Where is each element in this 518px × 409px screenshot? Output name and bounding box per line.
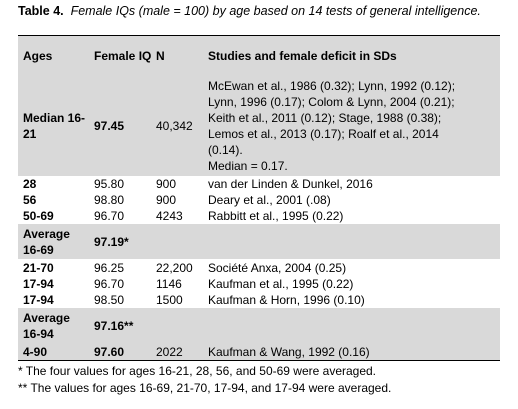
table-row: 56 98.80 900 Deary et al., 2001 (.08) [18, 192, 500, 208]
ages-cell: Average 16-94 [23, 310, 70, 341]
iq-cell: 97.16** [94, 318, 134, 333]
studies-cell: Kaufman et al., 1995 (0.22) [208, 276, 498, 292]
studies-line: Keith et al., 2011 (0.12); Stage, 1988 (… [208, 111, 442, 125]
iq-cell: 97.60 [94, 344, 125, 359]
studies-cell: Rabbitt et al., 1995 (0.22) [208, 208, 498, 224]
studies-line: Lemos et al., 2013 (0.17); Roalf et al.,… [208, 127, 439, 141]
studies-line: Median = 0.17. [208, 159, 288, 173]
ages-cell: 17-94 [23, 293, 54, 307]
ages-cell: 28 [23, 177, 37, 191]
n-cell: 1500 [156, 293, 183, 307]
table-row: Average 16-94 97.16** [18, 308, 500, 343]
studies-line: Kaufman & Horn, 1996 (0.10) [208, 293, 365, 307]
n-cell: 2022 [156, 344, 183, 359]
iq-cell: 98.50 [94, 293, 125, 307]
header-cell: Studies and female deficit in SDs [208, 49, 397, 63]
studies-cell: Kaufman & Horn, 1996 (0.10) [208, 292, 498, 308]
studies-line: Deary et al., 2001 (.08) [208, 193, 331, 207]
studies-line: Rabbitt et al., 1995 (0.22) [208, 209, 344, 223]
table-row: 17-94 96.70 1146 Kaufman et al., 1995 (0.22… [18, 276, 500, 292]
iq-cell: 97.19* [94, 234, 129, 249]
studies-cell: van der Linden & Dunkel, 2016 [208, 176, 498, 192]
studies-line: van der Linden & Dunkel, 2016 [208, 177, 373, 191]
iq-cell: 98.80 [94, 193, 125, 207]
ages-cell: 4-90 [23, 344, 48, 359]
iq-cell: 96.25 [94, 260, 125, 275]
caption-label: Table 4. [18, 4, 64, 18]
caption-text: Female IQs (male = 100) by age based on … [70, 4, 481, 18]
table-row: 50-69 96.70 4243 Rabbitt et al., 1995 (0.22… [18, 208, 500, 224]
studies-line: (0.14). [208, 143, 243, 157]
header-cell: Ages [23, 49, 53, 63]
footnote: * The four values for ages 16-21, 28, 56… [18, 364, 377, 378]
table-row: Average 16-69 97.19* [18, 224, 500, 259]
studies-line: Kaufman et al., 1995 (0.22) [208, 277, 354, 291]
studies-line: Société Anxa, 2004 (0.25) [208, 260, 347, 275]
studies-line: McEwan et al., 1986 (0.32); Lynn, 1992 (… [208, 79, 456, 93]
table-row: Median 16-21 97.45 40,342 McEwan et al., 19… [18, 76, 500, 176]
iq-cell: 96.70 [94, 209, 125, 223]
iq-cell: 95.80 [94, 177, 125, 191]
table-row: 21-70 96.25 22,200 Société Anxa, 2004 (0.25… [18, 259, 500, 276]
table-row: 4-90 97.60 2022 Kaufman & Wang, 1992 (0.16) [18, 343, 500, 360]
caption: Table 4. Female IQs (male = 100) by age … [18, 4, 508, 19]
table-row: 17-94 98.50 1500 Kaufman & Horn, 1996 (0.10… [18, 292, 500, 308]
n-cell: 900 [156, 193, 177, 207]
ages-cell: 21-70 [23, 260, 54, 275]
table-row: 28 95.80 900 van der Linden & Dunkel, 2016 [18, 176, 500, 192]
header-row: Ages Female IQ N Studies and female deficit… [18, 36, 500, 76]
studies-cell: McEwan et al., 1986 (0.32); Lynn, 1992 (… [208, 76, 498, 176]
studies-cell: Société Anxa, 2004 (0.25) [208, 259, 498, 276]
top-rule [18, 35, 500, 36]
footnote: ** The values for ages 16-69, 21-70, 17-… [18, 381, 392, 395]
iq-cell: 96.70 [94, 277, 125, 291]
n-cell: 1146 [156, 277, 182, 291]
studies-line: Lynn, 1996 (0.17); Colom & Lynn, 2004 (0… [208, 95, 455, 109]
ages-cell: 17-94 [23, 277, 54, 291]
studies-line: Kaufman & Wang, 1992 (0.16) [208, 344, 370, 359]
header-cell: N [156, 49, 165, 63]
header-cell: Female IQ [94, 49, 152, 63]
ages-cell: 56 [23, 193, 37, 207]
ages-cell: Average 16-69 [23, 226, 70, 257]
bottom-rule [18, 360, 500, 361]
studies-cell: Kaufman & Wang, 1992 (0.16) [208, 343, 498, 360]
n-cell: 40,342 [156, 119, 193, 133]
ages-cell: Median 16-21 [23, 111, 86, 141]
n-cell: 900 [156, 177, 177, 191]
n-cell: 22,200 [156, 260, 193, 275]
studies-cell: Deary et al., 2001 (.08) [208, 192, 498, 208]
iq-cell: 97.45 [94, 119, 125, 133]
n-cell: 4243 [156, 209, 183, 223]
ages-cell: 50-69 [23, 209, 54, 223]
